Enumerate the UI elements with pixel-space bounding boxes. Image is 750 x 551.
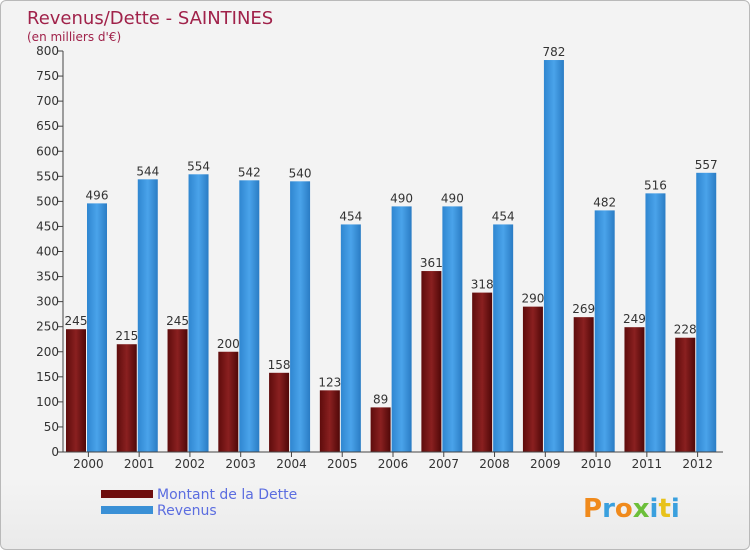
y-tick-label: 750 bbox=[36, 69, 59, 83]
x-tick-label-2001: 2001 bbox=[124, 457, 155, 471]
data-label-dette-2010: 269 bbox=[572, 302, 595, 316]
y-tick-label: 150 bbox=[36, 370, 59, 384]
proxiti-logo: Proxiti bbox=[583, 494, 680, 524]
bar-dette-2007 bbox=[421, 271, 442, 452]
data-label-dette-2011: 249 bbox=[623, 312, 646, 326]
bar-revenus-2000 bbox=[87, 203, 107, 452]
y-tick-label: 350 bbox=[36, 270, 59, 284]
data-label-revenus-2000: 496 bbox=[86, 188, 109, 202]
y-tick-label: 800 bbox=[36, 44, 59, 58]
data-label-revenus-2007: 490 bbox=[441, 191, 464, 205]
chart-subtitle: (en milliers d'€) bbox=[27, 30, 121, 44]
x-tick-label-2005: 2005 bbox=[327, 457, 358, 471]
bar-revenus-2001 bbox=[137, 179, 158, 452]
data-label-revenus-2002: 554 bbox=[187, 159, 210, 173]
x-axis: 2000 2001 2002 2003 2004 2005 2006 2007 2008 2009… bbox=[73, 452, 713, 471]
y-tick-label: 600 bbox=[36, 144, 59, 158]
data-label-dette-2008: 318 bbox=[471, 278, 494, 292]
data-label-revenus-2012: 557 bbox=[695, 158, 718, 172]
y-tick-label: 200 bbox=[36, 345, 59, 359]
data-label-dette-2006: 89 bbox=[373, 392, 388, 406]
y-tick-label: 50 bbox=[44, 420, 59, 434]
bar-revenus-2009 bbox=[543, 60, 564, 453]
y-tick-label: 650 bbox=[36, 119, 59, 133]
bar-dette-2008 bbox=[472, 292, 493, 452]
bar-dette-2003 bbox=[218, 351, 239, 452]
legend-label-revenus: Revenus bbox=[157, 503, 217, 519]
bar-dette-2001 bbox=[116, 344, 137, 452]
data-label-dette-2003: 200 bbox=[217, 337, 240, 351]
bars: 245 496 215 544 245 554 200 542 158 540 123 454 89 49… bbox=[65, 45, 718, 453]
bar-revenus-2007 bbox=[442, 206, 463, 452]
x-tick-label-2007: 2007 bbox=[428, 457, 459, 471]
y-tick-label: 0 bbox=[51, 445, 59, 459]
x-tick-label-2004: 2004 bbox=[276, 457, 307, 471]
bar-dette-2011 bbox=[624, 327, 645, 452]
data-label-revenus-2011: 516 bbox=[644, 178, 667, 192]
legend: Montant de la Dette Revenus bbox=[101, 487, 297, 519]
y-tick-label: 550 bbox=[36, 169, 59, 183]
y-tick-label: 400 bbox=[36, 245, 59, 259]
legend-label-dette: Montant de la Dette bbox=[157, 487, 297, 503]
bar-revenus-2012 bbox=[696, 172, 717, 452]
bar-dette-2000 bbox=[66, 329, 86, 452]
y-tick-label: 300 bbox=[36, 295, 59, 309]
data-label-dette-2002: 245 bbox=[166, 314, 189, 328]
data-label-dette-2001: 215 bbox=[115, 329, 138, 343]
bar-revenus-2008 bbox=[493, 224, 514, 452]
x-tick-label-2012: 2012 bbox=[682, 457, 713, 471]
bar-revenus-2005 bbox=[340, 224, 361, 452]
bar-revenus-2010 bbox=[594, 210, 615, 452]
bar-revenus-2002 bbox=[188, 174, 209, 452]
data-label-revenus-2005: 454 bbox=[339, 209, 362, 223]
data-label-revenus-2010: 482 bbox=[593, 195, 616, 209]
data-label-dette-2004: 158 bbox=[268, 358, 291, 372]
x-tick-label-2011: 2011 bbox=[632, 457, 663, 471]
data-label-revenus-2008: 454 bbox=[492, 209, 515, 223]
y-tick-label: 500 bbox=[36, 194, 59, 208]
y-tick-label: 250 bbox=[36, 320, 59, 334]
legend-swatch-dette bbox=[101, 490, 153, 498]
x-tick-label-2010: 2010 bbox=[581, 457, 612, 471]
y-axis: 0 50 100 150 200 250 300 350 400 450 500 550 600 650 7… bbox=[36, 44, 63, 459]
bar-dette-2012 bbox=[675, 337, 696, 452]
x-tick-label-2006: 2006 bbox=[378, 457, 409, 471]
chart-title: Revenus/Dette - SAINTINES bbox=[27, 8, 273, 29]
x-tick-label-2000: 2000 bbox=[73, 457, 104, 471]
bar-dette-2006 bbox=[370, 407, 391, 452]
data-label-dette-2005: 123 bbox=[318, 375, 341, 389]
y-tick-label: 450 bbox=[36, 219, 59, 233]
bar-dette-2005 bbox=[319, 390, 340, 452]
x-tick-label-2003: 2003 bbox=[225, 457, 256, 471]
bar-dette-2002 bbox=[167, 329, 188, 452]
data-label-revenus-2001: 544 bbox=[136, 164, 159, 178]
bar-revenus-2006 bbox=[391, 206, 412, 452]
x-tick-label-2008: 2008 bbox=[479, 457, 510, 471]
y-tick-label: 100 bbox=[36, 395, 59, 409]
x-tick-label-2009: 2009 bbox=[530, 457, 561, 471]
data-label-revenus-2006: 490 bbox=[390, 191, 413, 205]
data-label-dette-2000: 245 bbox=[65, 314, 88, 328]
y-tick-label: 700 bbox=[36, 94, 59, 108]
logo-text: Proxiti bbox=[583, 494, 680, 524]
legend-swatch-revenus bbox=[101, 506, 153, 514]
data-label-revenus-2009: 782 bbox=[542, 45, 565, 59]
x-tick-label-2002: 2002 bbox=[175, 457, 206, 471]
bar-revenus-2004 bbox=[290, 181, 311, 452]
data-label-revenus-2003: 542 bbox=[238, 165, 261, 179]
bar-dette-2004 bbox=[269, 372, 290, 452]
data-label-revenus-2004: 540 bbox=[289, 166, 312, 180]
bar-revenus-2011 bbox=[645, 193, 666, 453]
bar-dette-2010 bbox=[573, 317, 594, 452]
data-label-dette-2007: 361 bbox=[420, 256, 443, 270]
bar-dette-2009 bbox=[522, 306, 543, 452]
data-label-dette-2009: 290 bbox=[521, 292, 544, 306]
data-label-dette-2012: 228 bbox=[674, 323, 697, 337]
bar-revenus-2003 bbox=[239, 180, 260, 452]
